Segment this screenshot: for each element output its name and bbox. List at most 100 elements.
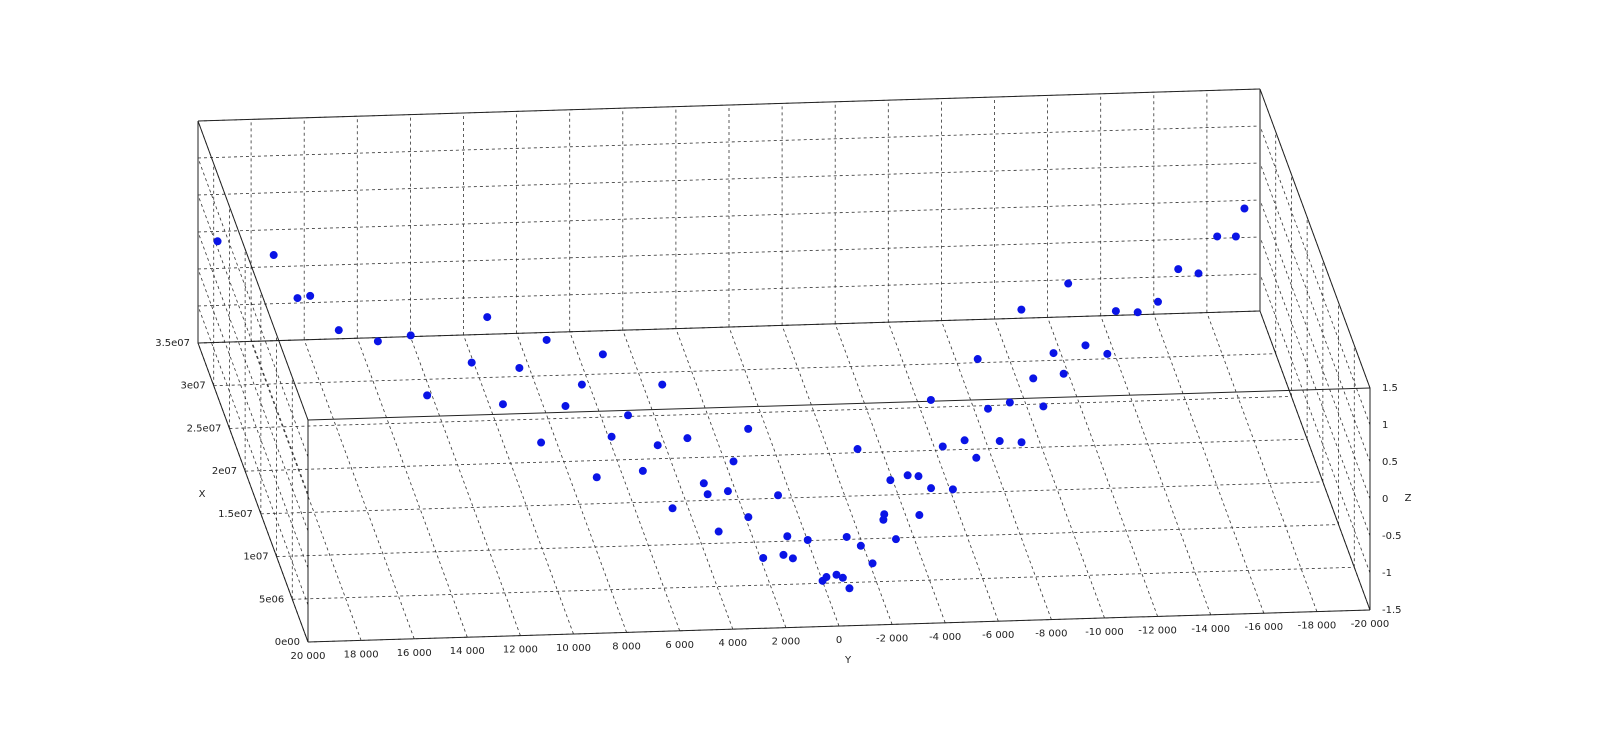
grid-line — [410, 336, 521, 636]
box-edge — [307, 609, 1371, 643]
point — [822, 573, 831, 582]
point — [334, 326, 343, 335]
y-axis-label: Y — [844, 655, 852, 666]
point — [1240, 204, 1249, 213]
point — [744, 424, 753, 433]
point — [723, 487, 732, 496]
point — [729, 457, 738, 466]
x-tick-label: 1e07 — [243, 552, 268, 563]
grid-line — [197, 231, 309, 532]
point — [498, 400, 507, 409]
y-tick-label: 4 000 — [718, 638, 747, 649]
z-tick-label: 1.5 — [1382, 383, 1398, 394]
point — [1005, 398, 1014, 407]
x-tick-label: 3.5e07 — [155, 338, 190, 349]
point — [653, 441, 662, 450]
z-tick-label: -1 — [1382, 568, 1392, 579]
grid-line — [197, 305, 309, 606]
point — [483, 313, 492, 322]
point — [972, 453, 981, 462]
y-tick-label: -10 000 — [1085, 627, 1124, 638]
grid-line — [1100, 315, 1212, 615]
grid-line — [197, 268, 309, 569]
y-tick-label: 0 — [836, 635, 842, 646]
point — [891, 535, 900, 544]
point — [1059, 369, 1068, 378]
point — [1111, 307, 1120, 316]
point — [926, 395, 935, 404]
grid-line — [260, 481, 1323, 515]
point — [938, 442, 947, 451]
y-tick-label: 14 000 — [450, 646, 485, 657]
point — [995, 437, 1004, 446]
point — [423, 391, 432, 400]
point — [542, 335, 551, 344]
point — [561, 402, 570, 411]
z-tick-label: 0.5 — [1382, 457, 1398, 468]
point — [783, 532, 792, 541]
z-tick-label: 0 — [1382, 494, 1388, 505]
z-tick-label: -0.5 — [1382, 531, 1402, 542]
box-edge — [1259, 310, 1371, 611]
point — [868, 559, 877, 568]
z-tick-label: -1.5 — [1382, 605, 1402, 616]
point — [1213, 232, 1222, 241]
point — [856, 541, 865, 550]
point — [699, 479, 708, 488]
point — [373, 337, 382, 346]
point — [832, 570, 841, 579]
grid-line — [1153, 314, 1265, 614]
box-edge — [1259, 88, 1371, 389]
grid-line — [675, 328, 787, 628]
box-edge — [307, 387, 1371, 421]
y-tick-label: -12 000 — [1138, 625, 1177, 636]
point — [598, 350, 607, 359]
point — [537, 438, 546, 447]
point — [213, 237, 222, 246]
grid-line — [213, 353, 1276, 387]
grid-line — [1259, 236, 1371, 537]
y-tick-label: 20 000 — [291, 651, 326, 662]
y-tick-label: -14 000 — [1191, 624, 1230, 635]
point — [1194, 269, 1203, 278]
point — [973, 355, 982, 364]
grid-line — [1047, 317, 1158, 617]
point — [1029, 374, 1038, 383]
point — [269, 251, 278, 260]
point — [406, 331, 415, 340]
y-tick-label: -8 000 — [1035, 629, 1067, 640]
grid-line — [994, 318, 1105, 619]
grid-line — [887, 322, 999, 622]
point — [515, 363, 524, 372]
x-tick-label: 3e07 — [180, 381, 205, 392]
grid-line — [1259, 125, 1371, 426]
z-tick-label: 1 — [1382, 420, 1388, 431]
x-tick-label: 2.5e07 — [187, 423, 222, 434]
point — [638, 466, 647, 475]
point — [914, 472, 923, 481]
point — [683, 434, 692, 443]
y-tick-label: -6 000 — [982, 630, 1014, 641]
point — [879, 515, 888, 524]
x-tick-label: 5e06 — [259, 594, 284, 605]
point — [842, 532, 851, 541]
point — [788, 554, 797, 563]
grid-line — [569, 331, 681, 631]
grid-line — [197, 157, 309, 458]
point — [744, 513, 753, 522]
grid-line — [463, 334, 574, 635]
grid-line — [941, 320, 1052, 620]
point — [984, 404, 993, 413]
point — [577, 380, 586, 389]
point — [960, 436, 969, 445]
y-tick-label: 18 000 — [344, 649, 379, 660]
point — [1081, 341, 1090, 350]
point — [1174, 265, 1183, 274]
point — [703, 490, 712, 499]
point — [779, 550, 788, 559]
y-tick-label: 8 000 — [612, 641, 641, 652]
point — [845, 584, 854, 593]
y-tick-label: -2 000 — [876, 633, 908, 644]
y-tick-label: -18 000 — [1298, 621, 1337, 632]
